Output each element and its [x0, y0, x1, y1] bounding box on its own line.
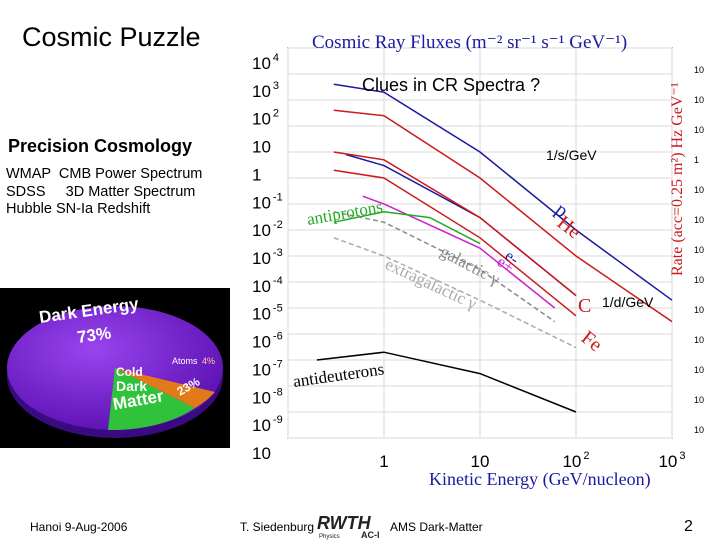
x-tick-label: 10 [471, 452, 490, 471]
rwth-logo-sub2: AC-I [361, 530, 380, 540]
x-tick-label: 10 2 [562, 450, 589, 471]
bullet-item: WMAP CMB Power Spectrum [6, 166, 203, 182]
series-line [362, 195, 556, 309]
rwth-logo-text: RWTH [317, 513, 372, 533]
y-tick-label: 10 -8 [252, 386, 283, 407]
pie-slice-atoms [115, 368, 215, 408]
footer-topic: AMS Dark-Matter [390, 520, 483, 534]
y-tick-label-right: 10-1 [694, 185, 704, 195]
series-lines [316, 83, 673, 413]
y-tick-label-right: 10-8 [694, 395, 704, 405]
y-tick-label-right: 10-5 [694, 305, 704, 315]
series-line [333, 237, 577, 349]
rwth-logo-sub: Physics [319, 534, 340, 540]
y-tick-label: 10 -7 [252, 358, 283, 379]
y-tick-label-right: 10 [694, 125, 704, 135]
y-tick-label-right: 10-2 [694, 215, 704, 225]
y-tick-label: 10 4 [252, 52, 279, 73]
series-line [333, 109, 673, 323]
y-tick-label: 10 3 [252, 80, 279, 101]
y-tick-label: 10 [252, 444, 271, 463]
y-tick-label-right: 102 [694, 95, 704, 105]
y-tick-label: 10 -6 [252, 331, 283, 352]
page-number: 2 [684, 518, 693, 535]
y-tick-label-right: 10-7 [694, 365, 704, 375]
series-label-e-plus: e+ [494, 253, 517, 276]
chart-title: Cosmic Ray Fluxes (m⁻² sr⁻¹ s⁻¹ GeV⁻¹) [312, 32, 627, 53]
y-tick-label-right: 1 [694, 155, 699, 165]
y-tick-label: 10 [252, 138, 271, 157]
y-tick-label: 10 -1 [252, 191, 283, 212]
rate-annotation: 1/s/GeV [546, 147, 597, 163]
pie-label-dark: Dark [116, 378, 147, 394]
y-tick-label: 1 [252, 165, 261, 184]
energy-budget-pie: Dark Energy 73% Cold Dark Matter 23% Ato… [0, 288, 230, 448]
subtitle: Precision Cosmology [8, 136, 193, 156]
pie-slice-dark-matter [108, 368, 195, 431]
y-tick-label-right: 103 [694, 65, 704, 75]
y-tick-label-right: 10-6 [694, 335, 704, 345]
rate-annotation: 1/d/GeV [602, 294, 654, 310]
series-label-c: C [578, 295, 591, 317]
y-axis-label-right: Rate (acc=0.25 m²) Hz GeV⁻¹ [669, 82, 686, 276]
overlay-title: Clues in CR Spectra ? [362, 75, 540, 95]
y-tick-label-right: 10-9 [694, 425, 704, 435]
y-tick-label: 10 2 [252, 108, 279, 129]
y-tick-label-right: 10-3 [694, 245, 704, 255]
y-tick-label: 10 -3 [252, 247, 283, 268]
series-line [333, 83, 673, 301]
x-tick-label: 10 3 [658, 450, 685, 471]
pie-pct-atoms: 4% [202, 356, 215, 366]
y-tick-label: 10 -9 [252, 414, 283, 435]
pie-pct-dark-energy: 73% [76, 323, 112, 347]
x-axis-label: Kinetic Energy (GeV/nucleon) [429, 469, 651, 490]
footer-author: T. Siedenburg [240, 520, 315, 534]
series-line [333, 211, 556, 323]
y-axis-right: 10310210110-110-210-310-410-510-610-710-… [694, 65, 704, 435]
bullet-item: SDSS 3D Matter Spectrum [6, 183, 196, 200]
slide-title: Cosmic Puzzle [22, 22, 201, 52]
x-tick-label: 1 [379, 452, 388, 471]
x-axis: 1 10 10 2 10 3 [379, 450, 685, 471]
series-line [316, 351, 577, 413]
y-tick-label-right: 10-4 [694, 275, 704, 285]
rwth-logo: RWTH Physics AC-I [317, 512, 387, 545]
footer-location-date: Hanoi 9-Aug-2006 [30, 520, 128, 534]
y-tick-label: 10 -4 [252, 275, 283, 296]
series-line [333, 151, 577, 297]
y-tick-label: 10 -5 [252, 303, 283, 324]
bullet-list: WMAP CMB Power Spectrum SDSS 3D Matter S… [6, 166, 202, 219]
pie-label-cold: Cold [116, 365, 143, 379]
pie-label-atoms: Atoms [172, 356, 198, 366]
y-tick-label: 10 -2 [252, 219, 283, 240]
series-line [333, 169, 577, 317]
bullet-item: Hubble SN-Ia Redshift [6, 201, 151, 217]
